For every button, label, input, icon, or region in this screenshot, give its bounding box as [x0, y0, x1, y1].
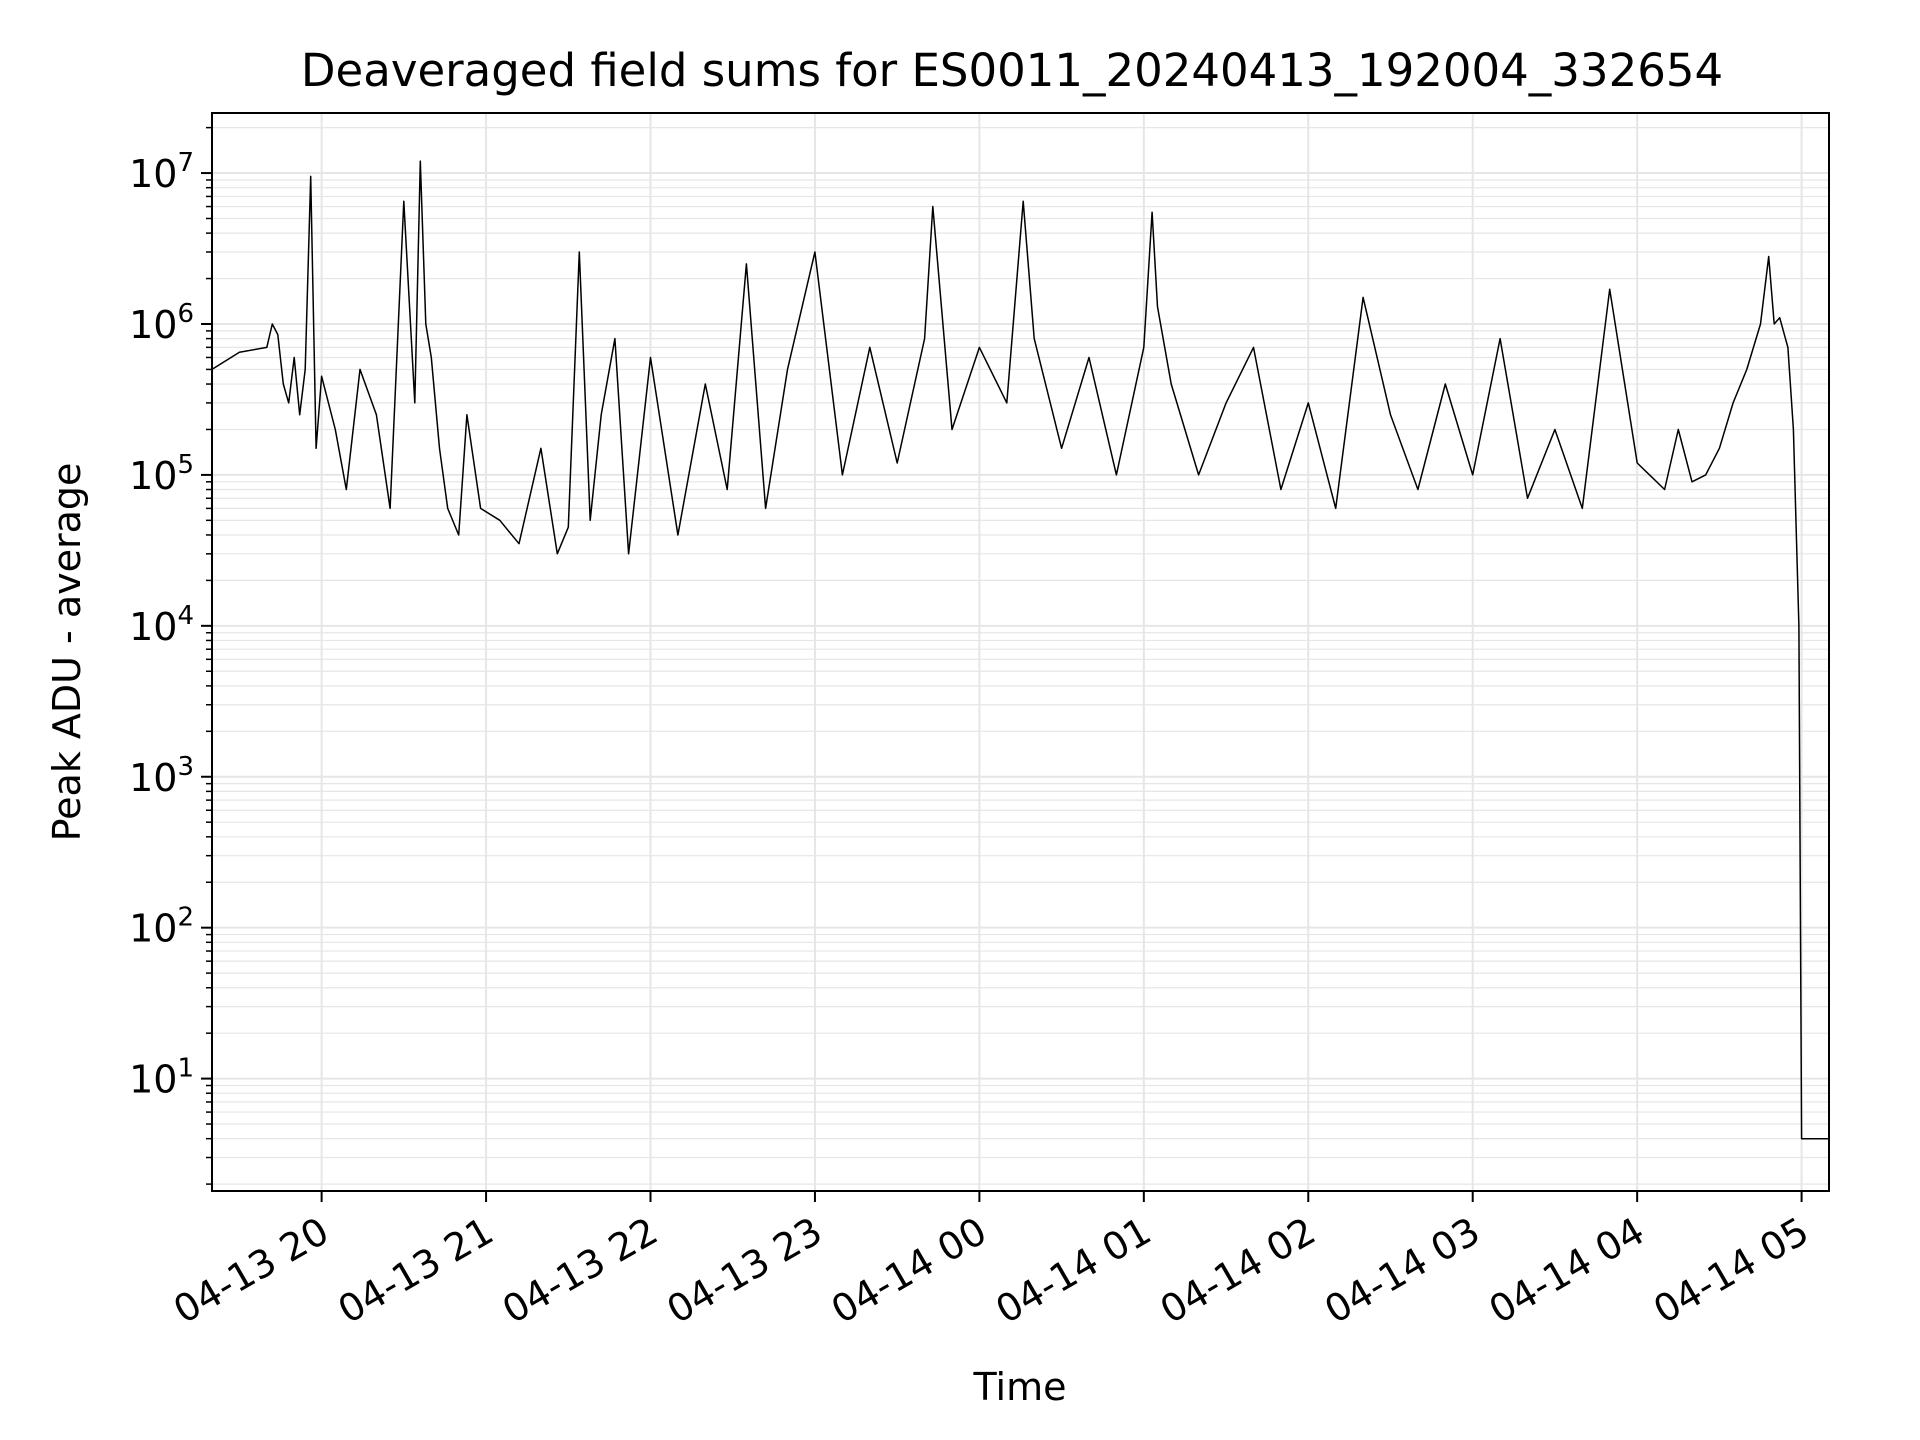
- series-line: [211, 160, 1829, 1140]
- y-axis-label: Peak ADU - average: [45, 463, 89, 842]
- y-tick-label: 105: [129, 450, 194, 498]
- series-layer: [211, 160, 1829, 1140]
- y-tick-label: 107: [129, 148, 194, 196]
- x-axis-label: Time: [973, 1365, 1067, 1409]
- y-tick-label: 104: [129, 601, 194, 649]
- y-tick-label: 102: [129, 903, 194, 951]
- chart-title: Deaveraged field sums for ES0011_2024041…: [301, 44, 1723, 97]
- y-tick-label: 101: [129, 1054, 194, 1102]
- grid: [212, 113, 1829, 1191]
- y-tick-label: 106: [129, 299, 194, 347]
- y-tick-label: 103: [129, 752, 194, 800]
- y-axis: 101 102 103 104 105 106 107: [129, 126, 212, 1185]
- plot-frame: [211, 112, 1830, 1192]
